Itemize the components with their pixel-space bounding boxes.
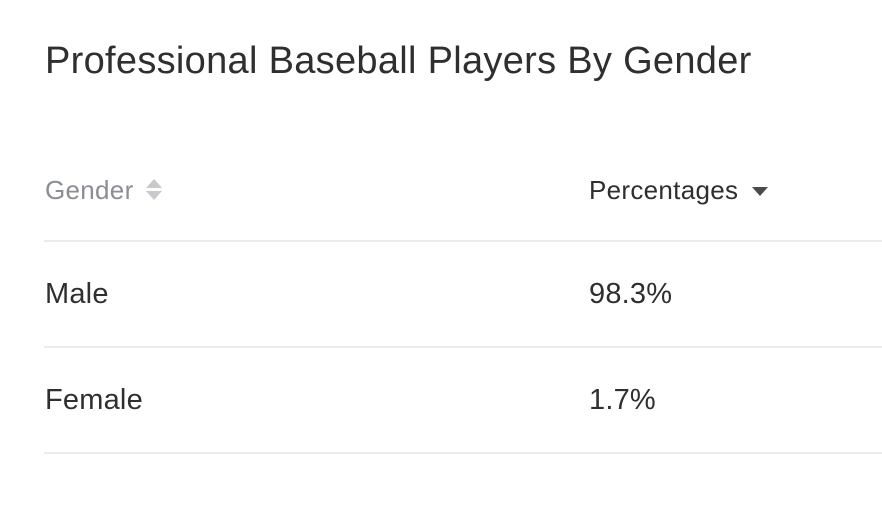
column-header-percentages-label: Percentages xyxy=(589,174,739,205)
sort-percentages-button[interactable]: Percentages xyxy=(589,174,769,206)
column-header-gender-label: Gender xyxy=(45,174,134,205)
table-row: Female 1.7% xyxy=(44,348,882,454)
table-header-row: Gender Percentages xyxy=(44,140,882,242)
gender-value: Female xyxy=(45,383,143,416)
column-header-percentages[interactable]: Percentages xyxy=(589,140,769,240)
data-table: Gender Percentages Male 98.3% Female xyxy=(44,140,882,454)
percentage-cell: 98.3% xyxy=(589,242,672,346)
gender-value: Male xyxy=(45,277,109,310)
sort-both-icon[interactable] xyxy=(145,178,162,202)
gender-cell: Male xyxy=(45,242,109,346)
sort-descending-icon[interactable] xyxy=(752,186,769,196)
column-header-gender[interactable]: Gender xyxy=(45,140,162,240)
percentage-value: 1.7% xyxy=(589,383,656,416)
table-row: Male 98.3% xyxy=(44,242,882,348)
percentage-cell: 1.7% xyxy=(589,348,656,452)
gender-cell: Female xyxy=(45,348,143,452)
page-title: Professional Baseball Players By Gender xyxy=(45,40,752,82)
sort-gender-button[interactable]: Gender xyxy=(45,174,162,206)
percentage-value: 98.3% xyxy=(589,277,673,310)
